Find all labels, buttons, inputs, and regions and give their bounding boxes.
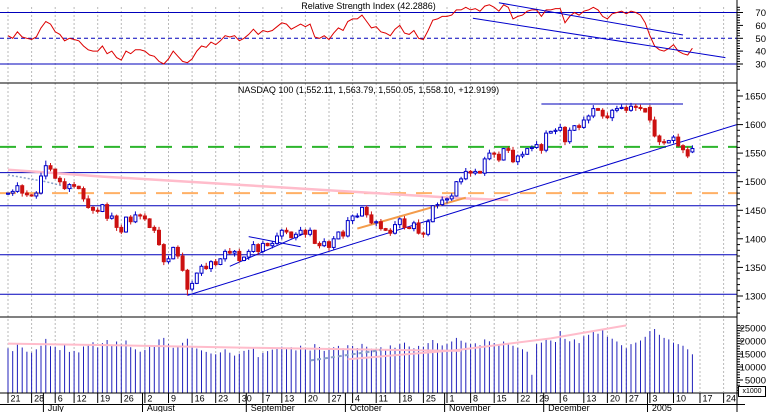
svg-text:July: July	[48, 403, 65, 412]
svg-text:9: 9	[171, 394, 176, 404]
candlesticks	[6, 102, 695, 296]
svg-text:21: 21	[11, 394, 21, 404]
svg-text:2005: 2005	[652, 403, 672, 412]
svg-text:70: 70	[755, 8, 766, 19]
svg-text:22: 22	[520, 394, 530, 404]
svg-text:23: 23	[218, 394, 228, 404]
svg-text:60: 60	[755, 21, 766, 32]
svg-text:4: 4	[355, 394, 360, 404]
svg-text:December: December	[548, 403, 590, 412]
svg-text:1600: 1600	[745, 120, 766, 131]
svg-text:October: October	[350, 403, 382, 412]
svg-text:12: 12	[77, 394, 87, 404]
svg-text:50: 50	[755, 34, 766, 45]
svg-text:28: 28	[34, 394, 44, 404]
svg-text:15: 15	[497, 394, 507, 404]
svg-text:20: 20	[308, 394, 318, 404]
svg-text:20: 20	[610, 394, 620, 404]
svg-text:19: 19	[100, 394, 110, 404]
svg-text:40: 40	[755, 47, 766, 58]
volume-unit-label: x1000	[738, 386, 766, 397]
svg-text:August: August	[147, 403, 176, 412]
svg-text:17: 17	[702, 394, 712, 404]
svg-text:6: 6	[58, 394, 63, 404]
svg-text:20000: 20000	[740, 337, 766, 348]
rsi-panel	[0, 2, 737, 65]
svg-text:11: 11	[379, 394, 388, 404]
volume-panel	[7, 324, 693, 393]
svg-text:24: 24	[726, 394, 736, 404]
svg-text:September: September	[251, 403, 295, 412]
svg-text:1500: 1500	[745, 177, 766, 188]
right-axis: 30 40 50 60 70 1300 1350 1400 1450 1500 1550 1600 16…	[737, 6, 766, 391]
price-panel	[0, 102, 737, 296]
svg-text:15000: 15000	[740, 350, 766, 361]
svg-text:16: 16	[195, 394, 205, 404]
svg-text:13: 13	[284, 394, 294, 404]
svg-text:1300: 1300	[745, 291, 766, 302]
svg-text:1550: 1550	[745, 149, 766, 160]
svg-text:1350: 1350	[745, 263, 766, 274]
svg-text:1450: 1450	[745, 206, 766, 217]
svg-text:27: 27	[629, 394, 639, 404]
svg-text:10: 10	[676, 394, 686, 404]
svg-text:30: 30	[755, 60, 766, 71]
svg-text:3: 3	[652, 394, 657, 404]
date-axis: 2128612192629162330713202741118251815222…	[0, 392, 745, 412]
svg-text:1650: 1650	[745, 92, 766, 103]
svg-text:13: 13	[586, 394, 596, 404]
svg-text:1: 1	[449, 394, 454, 404]
svg-text:10000: 10000	[740, 363, 766, 374]
svg-text:7: 7	[265, 394, 270, 404]
svg-text:6: 6	[563, 394, 568, 404]
svg-text:November: November	[449, 403, 491, 412]
svg-text:5000: 5000	[745, 376, 766, 387]
svg-text:18: 18	[402, 394, 412, 404]
svg-text:27: 27	[331, 394, 341, 404]
svg-text:25: 25	[426, 394, 436, 404]
svg-text:26: 26	[124, 394, 134, 404]
svg-text:1400: 1400	[745, 234, 766, 245]
svg-text:8: 8	[473, 394, 478, 404]
svg-text:2: 2	[147, 394, 152, 404]
svg-text:25000: 25000	[740, 324, 766, 335]
